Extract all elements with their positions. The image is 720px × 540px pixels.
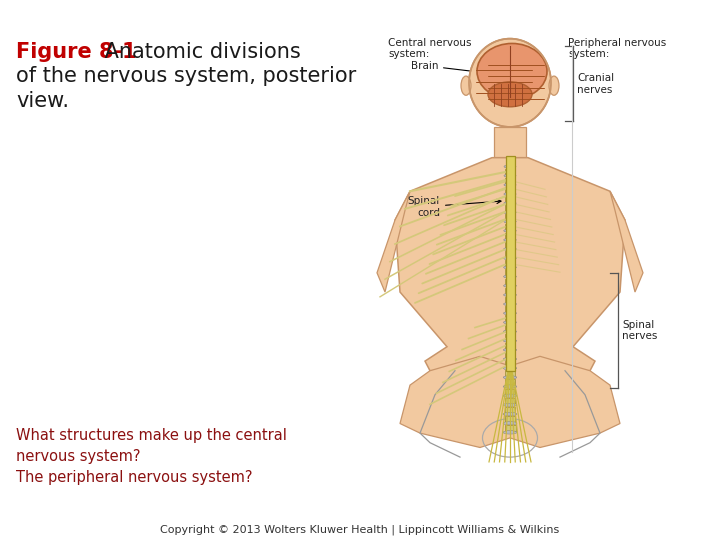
Ellipse shape — [504, 229, 516, 232]
Ellipse shape — [469, 39, 551, 127]
Ellipse shape — [503, 431, 517, 434]
Bar — [505, 242, 515, 248]
Polygon shape — [395, 158, 625, 371]
Bar — [505, 187, 515, 193]
Bar — [505, 168, 515, 175]
Ellipse shape — [504, 192, 516, 195]
Bar — [505, 416, 516, 422]
Ellipse shape — [503, 413, 517, 416]
Bar — [505, 288, 515, 294]
Text: What structures make up the central
nervous system?
The peripheral nervous syste: What structures make up the central nerv… — [16, 428, 287, 485]
Text: Cranial
nerves: Cranial nerves — [577, 73, 614, 94]
Ellipse shape — [504, 220, 516, 223]
Ellipse shape — [503, 357, 517, 361]
Bar — [505, 388, 516, 395]
Text: Spinal
cord: Spinal cord — [408, 196, 501, 218]
Bar — [505, 315, 515, 321]
Bar — [505, 279, 515, 285]
Ellipse shape — [504, 183, 516, 186]
Ellipse shape — [504, 165, 516, 168]
Bar — [505, 325, 515, 330]
Bar — [505, 397, 516, 404]
Text: Anatomic divisions: Anatomic divisions — [98, 42, 301, 62]
Ellipse shape — [488, 82, 532, 107]
Ellipse shape — [503, 266, 516, 269]
Bar — [505, 370, 516, 376]
Ellipse shape — [503, 284, 516, 287]
Bar — [505, 224, 515, 230]
Bar — [494, 127, 526, 158]
Text: Copyright © 2013 Wolters Kluwer Health | Lippincott Williams & Wilkins: Copyright © 2013 Wolters Kluwer Health |… — [161, 524, 559, 535]
Polygon shape — [610, 191, 643, 292]
Bar — [505, 297, 515, 303]
Ellipse shape — [503, 293, 516, 296]
Bar — [505, 233, 515, 239]
Bar — [505, 380, 516, 386]
Ellipse shape — [504, 201, 516, 205]
Bar — [505, 260, 515, 266]
Ellipse shape — [504, 238, 516, 241]
Bar — [505, 214, 515, 220]
Ellipse shape — [503, 330, 517, 333]
Bar — [505, 352, 516, 358]
Bar — [505, 159, 515, 166]
Ellipse shape — [504, 256, 516, 260]
Polygon shape — [377, 191, 410, 292]
Bar — [505, 205, 515, 212]
Text: of the nervous system, posterior: of the nervous system, posterior — [16, 66, 356, 86]
Bar — [505, 343, 516, 349]
Ellipse shape — [503, 394, 517, 397]
Ellipse shape — [503, 403, 517, 407]
Ellipse shape — [503, 348, 517, 352]
Ellipse shape — [504, 211, 516, 214]
Ellipse shape — [504, 247, 516, 251]
Bar — [505, 269, 515, 275]
Ellipse shape — [461, 76, 471, 95]
Bar — [505, 156, 515, 371]
Text: Spinal
nerves: Spinal nerves — [622, 320, 657, 341]
Bar — [505, 425, 516, 431]
Bar — [505, 334, 515, 340]
Bar — [505, 251, 515, 257]
Ellipse shape — [503, 339, 517, 342]
Text: Central nervous
system:: Central nervous system: — [388, 38, 472, 59]
Text: view.: view. — [16, 91, 69, 111]
Ellipse shape — [503, 376, 517, 379]
Ellipse shape — [503, 367, 517, 370]
Bar — [505, 361, 516, 367]
Ellipse shape — [549, 76, 559, 95]
Text: Brain: Brain — [410, 60, 501, 76]
Bar — [505, 196, 515, 202]
Text: Peripheral nervous
system:: Peripheral nervous system: — [568, 38, 666, 59]
Ellipse shape — [503, 302, 516, 306]
Text: Figure 8-1: Figure 8-1 — [16, 42, 137, 62]
Ellipse shape — [503, 321, 516, 324]
Bar — [505, 178, 515, 184]
Ellipse shape — [477, 43, 547, 99]
Bar — [505, 407, 516, 413]
Ellipse shape — [503, 422, 517, 425]
Bar — [505, 306, 515, 312]
Text: Taylor: Memmler's Structure and Function of the Human Body: Taylor: Memmler's Structure and Function… — [5, 9, 416, 22]
Ellipse shape — [503, 385, 517, 388]
Ellipse shape — [504, 174, 516, 178]
Ellipse shape — [503, 275, 516, 278]
Ellipse shape — [503, 312, 516, 315]
Polygon shape — [400, 356, 620, 448]
